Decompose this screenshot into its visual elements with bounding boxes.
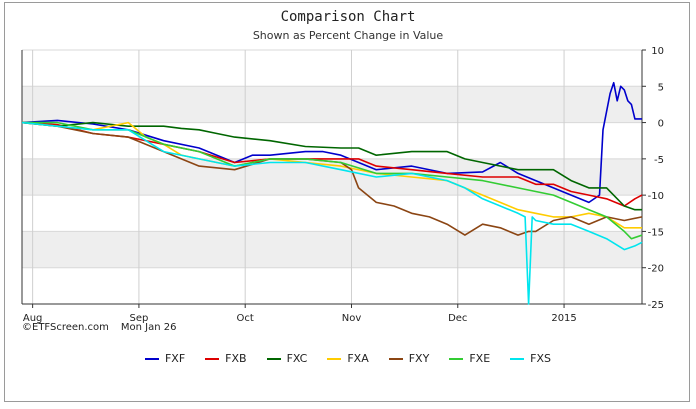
y-tick-label: -25 — [648, 300, 664, 311]
series-line-fxc — [21, 121, 642, 211]
legend-item-fxe: FXE — [449, 352, 490, 365]
y-tick-label: 5 — [658, 82, 664, 93]
legend-swatch — [205, 357, 220, 360]
legend-label: FXE — [469, 352, 491, 365]
legend-item-fxc: FXC — [266, 352, 308, 365]
legend-item-fxy: FXY — [388, 352, 430, 365]
legend-label: FXA — [347, 352, 369, 365]
grid-band — [22, 231, 642, 268]
y-tick-labels: 10 5 0 -5 -10 -15 -20 -25 — [648, 46, 664, 311]
credit-line: ©ETFScreen.com Mon Jan 26 — [22, 322, 189, 333]
legend: FXF FXB FXC FXA FXY FXE FXS — [0, 352, 696, 365]
series-line-fxb — [21, 121, 643, 207]
legend-label: FXS — [530, 352, 552, 365]
y-tick-label: -5 — [654, 155, 664, 166]
chart-subtitle: Shown as Percent Change in Value — [252, 29, 444, 42]
series-line-fxe — [22, 121, 643, 240]
y-tick-label: 10 — [651, 46, 664, 57]
y-tick-label: 0 — [658, 119, 664, 130]
legend-swatch — [449, 357, 464, 360]
legend-swatch — [144, 357, 159, 360]
axes — [21, 49, 646, 308]
grid-band — [22, 86, 642, 123]
series-line-fxf — [21, 81, 642, 204]
legend-item-fxa: FXA — [327, 352, 369, 365]
grid-band — [22, 267, 642, 304]
y-tick-label: -20 — [648, 264, 664, 275]
legend-swatch — [327, 357, 342, 360]
legend-label: FXB — [225, 352, 247, 365]
x-tick-labels: Aug Sep Oct Nov Dec 2015 — [23, 313, 577, 324]
x-tick-label: Dec — [448, 313, 467, 324]
legend-item-fxb: FXB — [205, 352, 247, 365]
legend-label: FXC — [286, 352, 308, 365]
legend-label: FXF — [164, 352, 186, 365]
x-tick-label: Aug — [23, 313, 43, 324]
date-label: Mon Jan 26 — [120, 322, 177, 333]
x-tick-label: 2015 — [551, 313, 576, 324]
grid-band — [22, 50, 642, 87]
source-label: ©ETFScreen.com — [22, 322, 109, 333]
y-tick-label: -15 — [648, 227, 664, 238]
legend-item-fxf: FXF — [144, 352, 186, 365]
grid-band — [22, 158, 642, 196]
y-tick-label: -10 — [648, 191, 664, 202]
legend-item-fxs: FXS — [510, 352, 551, 365]
x-tick-label: Nov — [342, 313, 362, 324]
legend-swatch — [510, 357, 525, 360]
x-tick-label: Oct — [237, 313, 254, 324]
legend-label: FXY — [408, 352, 430, 365]
grid-bands — [22, 49, 642, 305]
legend-swatch — [388, 357, 403, 360]
x-tick-label: Sep — [129, 313, 148, 324]
grid-band — [22, 195, 642, 232]
series-lines — [21, 81, 643, 305]
series-line-fxs — [21, 121, 643, 305]
chart-title: Comparison Chart — [280, 9, 416, 25]
series-line-fxy — [21, 121, 643, 236]
legend-swatch — [266, 357, 281, 360]
